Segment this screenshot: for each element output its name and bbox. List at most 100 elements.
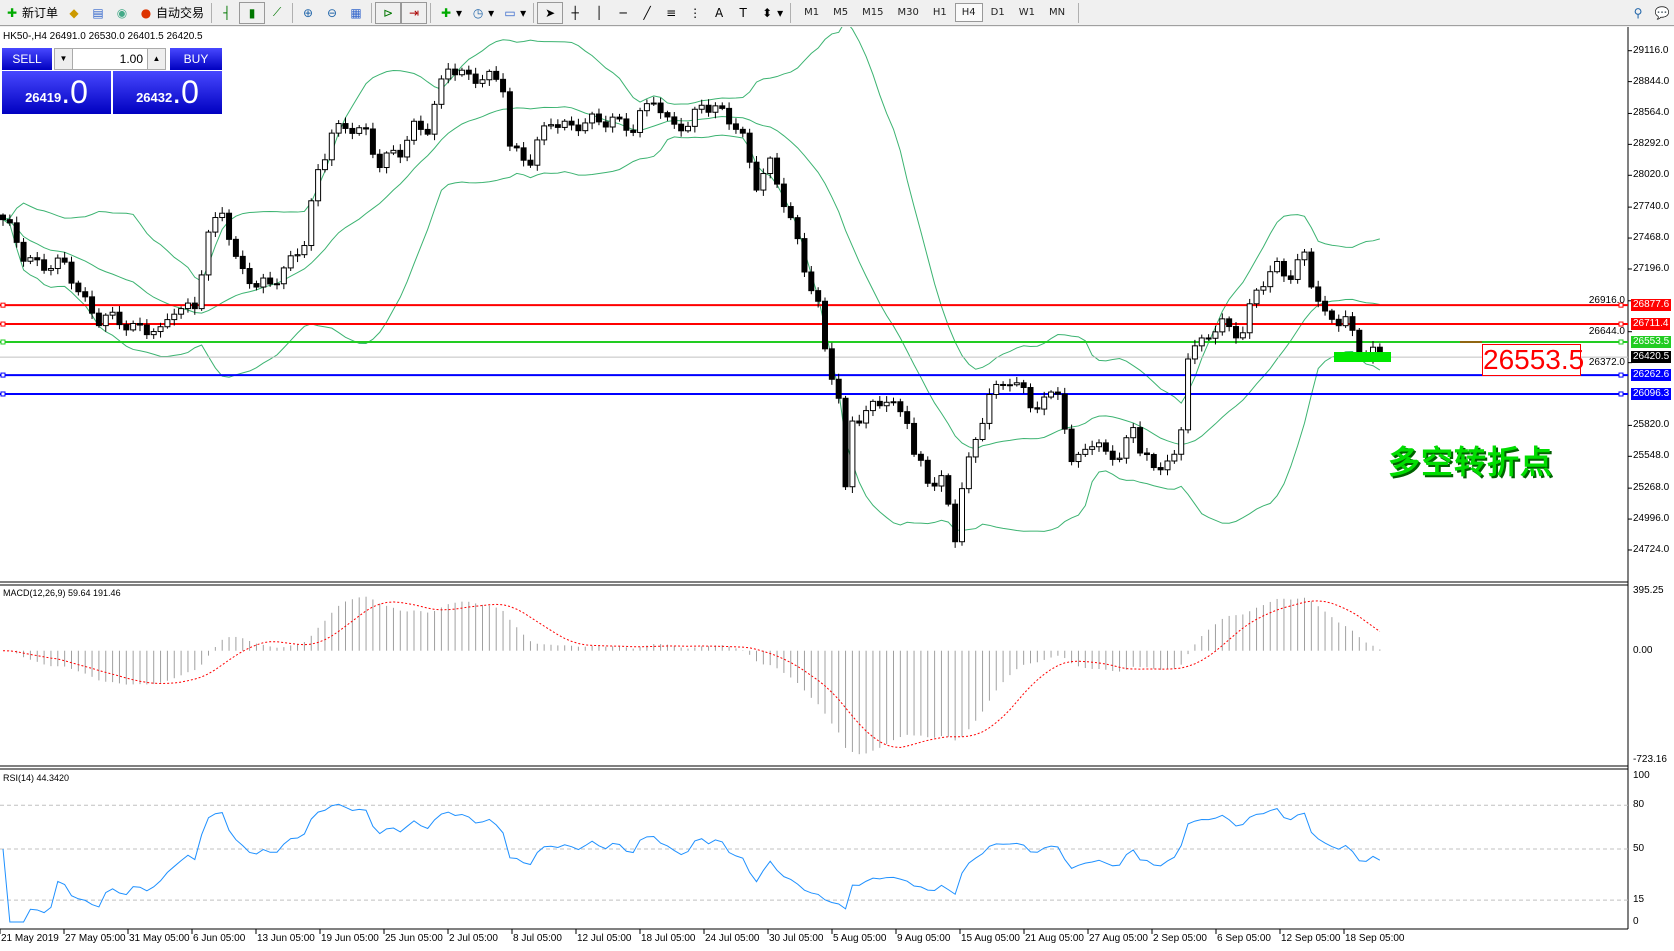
date-axis-label: 2 Jul 05:00 — [449, 933, 498, 944]
candle-bull — [438, 78, 445, 105]
search-button[interactable]: ⚲ — [1626, 2, 1650, 24]
history-button[interactable]: ◆ — [62, 2, 86, 24]
timeframe-d1[interactable]: D1 — [990, 7, 1005, 18]
tile-windows-button[interactable]: ▦ — [344, 2, 368, 24]
level-handle — [1618, 302, 1624, 308]
lot-increase-button[interactable]: ▲ — [147, 49, 165, 69]
timeframe-m15[interactable]: M15 — [862, 7, 884, 18]
text-button[interactable]: A — [707, 2, 731, 24]
zoom-in-button[interactable]: ⊕ — [296, 2, 320, 24]
zoom-out-button[interactable]: ⊖ — [320, 2, 344, 24]
buy-button[interactable]: BUY — [170, 48, 222, 70]
date-axis-label: 31 May 05:00 — [129, 933, 190, 944]
search-icon: ⚲ — [1633, 5, 1643, 20]
lot-decrease-button[interactable]: ▼ — [55, 49, 73, 69]
fibo-channel-button[interactable]: ⋮ — [683, 2, 707, 24]
timeframe-mn[interactable]: MN — [1048, 7, 1066, 18]
lot-size-input[interactable]: ▼ 1.00 ▲ — [54, 48, 166, 70]
chevron-down-icon: ▾ — [777, 5, 784, 20]
chart-title: HK50-,H4 26491.0 26530.0 26401.5 26420.5 — [3, 31, 203, 42]
candle-bull — [986, 393, 993, 424]
date-axis-label: 24 Jul 05:00 — [705, 933, 760, 944]
chart-window[interactable]: HK50-,H4 26491.0 26530.0 26401.5 26420.5… — [0, 27, 1674, 951]
sell-price[interactable]: 26419.0 — [2, 71, 111, 114]
candle-bull — [1267, 271, 1274, 288]
candle-bull — [1342, 316, 1349, 327]
market-watch-icon: ▤ — [92, 5, 104, 20]
candle-bear — [1068, 428, 1075, 463]
crosshair-button[interactable]: ┼ — [563, 2, 587, 24]
sell-price-big: .0 — [61, 74, 88, 110]
candle-bear — [1150, 454, 1157, 469]
candle-bear — [705, 104, 712, 113]
timeframe-m5[interactable]: M5 — [833, 7, 849, 18]
candle-bull — [102, 314, 109, 327]
candle-bull — [849, 420, 856, 488]
templates-button[interactable]: ▭ ▾ — [498, 2, 530, 24]
candle-bull — [280, 267, 287, 285]
candle-bear — [719, 105, 726, 109]
candle-bear — [904, 411, 911, 424]
chart-canvas[interactable] — [0, 27, 1674, 951]
candle-bear — [472, 73, 479, 84]
price-axis-label: 26916.0 — [1588, 294, 1625, 306]
new-order-button[interactable]: ✚ 新订单 — [0, 2, 62, 24]
signals-button[interactable]: ◉ — [110, 2, 134, 24]
highlight-marker — [1334, 352, 1391, 362]
date-axis-label: 12 Jul 05:00 — [577, 933, 632, 944]
fibonacci-icon: ≡ — [666, 5, 677, 20]
candle-bull — [479, 79, 486, 84]
candle-bear — [657, 102, 664, 114]
candle-bull — [157, 326, 164, 333]
level-price-label: 26420.5 — [1631, 351, 1672, 364]
candlestick-button[interactable]: ▮ — [239, 1, 266, 24]
tile-windows-icon: ▦ — [350, 5, 362, 20]
horizontal-line-button[interactable]: ─ — [611, 2, 635, 24]
line-chart-button[interactable]: ⟋ — [265, 2, 289, 24]
buy-price[interactable]: 26432.0 — [113, 71, 222, 114]
auto-scroll-button[interactable]: ⊳ — [375, 1, 402, 24]
text-label-button[interactable]: T — [731, 2, 755, 24]
candle-bear — [1027, 387, 1034, 409]
candle-bear — [513, 145, 520, 149]
timeframe-w1[interactable]: W1 — [1018, 7, 1035, 18]
candle-bull — [171, 313, 178, 321]
candle-bear — [1280, 260, 1287, 277]
candle-bull — [1130, 427, 1137, 439]
price-label-box[interactable]: 26553.5 — [1482, 344, 1585, 376]
chat-button[interactable]: 💬 — [1650, 2, 1674, 24]
chat-icon: 💬 — [1654, 5, 1670, 20]
candle-bull — [321, 159, 328, 171]
timeframe-m30[interactable]: M30 — [897, 7, 919, 18]
fibonacci-button[interactable]: ≡ — [659, 2, 683, 24]
annotation-text[interactable]: 多空转折点 — [1388, 443, 1554, 481]
candle-bull — [1171, 453, 1178, 462]
periods-button[interactable]: ◷ ▾ — [466, 2, 498, 24]
chevron-down-icon: ▾ — [488, 5, 495, 20]
cursor-button[interactable]: ➤ — [537, 1, 564, 24]
timeframe-m1[interactable]: M1 — [804, 7, 820, 18]
indicators-button[interactable]: ✚ ▾ — [434, 2, 466, 24]
candle-bull — [869, 400, 876, 412]
vertical-line-button[interactable]: │ — [587, 2, 611, 24]
timeframe-h1[interactable]: H1 — [932, 7, 947, 18]
timeframe-h4[interactable]: H4 — [954, 3, 983, 22]
price-axis-label: 27468.0 — [1633, 232, 1670, 244]
candle-bear — [465, 69, 472, 75]
market-watch-button[interactable]: ▤ — [86, 2, 110, 24]
auto-trading-button[interactable]: ● 自动交易 — [134, 2, 208, 24]
trendline-button[interactable]: ╱ — [635, 2, 659, 24]
sell-button[interactable]: SELL — [2, 48, 52, 70]
chart-shift-button[interactable]: ⇥ — [401, 1, 428, 24]
candle-bear — [82, 291, 89, 298]
candle-bull — [383, 152, 390, 169]
arrows-button[interactable]: ⬍ ▾ — [755, 2, 787, 24]
candle-bear — [267, 277, 274, 285]
candle-bull — [979, 422, 986, 440]
candle-bear — [794, 217, 801, 240]
bar-chart-button[interactable]: ┤ — [215, 2, 239, 24]
candle-bear — [1205, 337, 1212, 340]
candle-bull — [637, 110, 644, 133]
text-label-icon: T — [739, 5, 747, 20]
candle-bear — [568, 120, 575, 126]
